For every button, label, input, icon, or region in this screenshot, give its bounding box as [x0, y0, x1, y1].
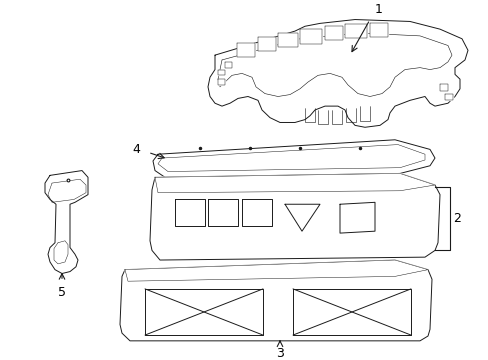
Polygon shape: [145, 289, 263, 335]
Polygon shape: [218, 69, 224, 75]
Polygon shape: [444, 94, 452, 100]
Polygon shape: [158, 145, 424, 171]
Polygon shape: [339, 202, 374, 233]
Polygon shape: [345, 24, 366, 38]
Polygon shape: [120, 260, 431, 341]
Polygon shape: [299, 29, 321, 44]
Polygon shape: [218, 79, 224, 85]
Polygon shape: [207, 199, 238, 226]
Polygon shape: [242, 199, 271, 226]
Text: 4: 4: [132, 143, 140, 156]
Polygon shape: [45, 171, 88, 274]
Polygon shape: [292, 289, 410, 335]
Polygon shape: [153, 140, 434, 177]
Text: 5: 5: [58, 286, 66, 299]
Polygon shape: [175, 199, 204, 226]
Polygon shape: [325, 26, 342, 40]
Polygon shape: [150, 174, 439, 260]
Polygon shape: [125, 260, 427, 281]
Text: 2: 2: [452, 212, 460, 225]
Text: 3: 3: [276, 347, 284, 360]
Text: 1: 1: [374, 3, 382, 16]
Polygon shape: [237, 42, 254, 57]
Polygon shape: [155, 174, 434, 193]
Polygon shape: [278, 33, 297, 48]
Polygon shape: [285, 204, 319, 231]
Polygon shape: [369, 23, 387, 37]
Polygon shape: [439, 84, 447, 91]
Polygon shape: [218, 33, 451, 96]
Polygon shape: [207, 19, 467, 127]
Polygon shape: [224, 62, 231, 68]
Polygon shape: [258, 37, 275, 51]
